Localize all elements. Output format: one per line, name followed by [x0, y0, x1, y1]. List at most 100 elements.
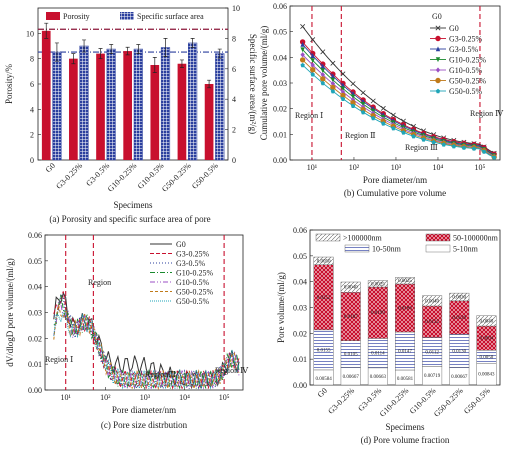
data-point [340, 82, 346, 88]
data-point [391, 125, 396, 131]
region-label: Region Ⅰ [295, 111, 323, 120]
legend-marker [435, 25, 441, 31]
segment-value-label: 0.0130 [452, 349, 466, 354]
segment-value-label: 0.0094 [480, 337, 494, 342]
y-tick-label: 0.00 [273, 156, 287, 165]
stacked-segment [367, 280, 388, 288]
porosity-error-bar [44, 22, 49, 39]
data-point [350, 103, 356, 108]
data-point [320, 68, 326, 74]
x-category-label: G50-0.25% [432, 386, 465, 419]
y-axis-title: Porosity/% [4, 64, 14, 105]
y-right-tick-label: 0 [232, 156, 236, 165]
x-tick-label: 10⁴ [179, 393, 190, 402]
legend-label: G50-0.5% [176, 297, 209, 306]
data-point [300, 52, 305, 58]
y-tick-label: 8 [30, 55, 34, 64]
segment-value-label: 0.0129 [452, 316, 466, 321]
y-axis-title: dV/dlogD pore volume/(ml/g) [5, 258, 15, 366]
x-category-label: G3-0.5% [356, 386, 383, 413]
data-point [340, 71, 346, 77]
series-line [53, 304, 240, 391]
legend-swatch-porosity [46, 12, 60, 20]
segment-value-label: 0.0155 [317, 348, 331, 353]
surface-area-bar [188, 42, 198, 161]
surface-area-error-bar [54, 42, 59, 62]
legend-label: G10-0.25% [449, 56, 486, 65]
y-tick-label: 0.03 [273, 79, 287, 88]
data-point [340, 86, 346, 92]
surface-area-bar [215, 53, 225, 161]
data-point [299, 57, 306, 63]
data-point [471, 146, 477, 151]
data-point [330, 73, 336, 79]
porosity-bar [123, 51, 132, 160]
y-axis-title: Pore volume/(ml/g) [276, 272, 286, 343]
data-point [310, 58, 315, 64]
segment-value-label: 0.00667 [343, 375, 360, 380]
porosity-bar [41, 30, 51, 160]
y-tick-label: 0.00 [293, 381, 307, 390]
y-tick-label: 0.00 [28, 386, 42, 395]
segment-value-label: 0.0199 [371, 311, 385, 316]
y-tick-label: 0.06 [28, 231, 42, 240]
segment-value-label: 0.00663 [370, 375, 387, 380]
y-right-tick-label: 10 [232, 4, 240, 13]
data-point [350, 94, 356, 100]
x-category-label: G50-0.5% [462, 386, 492, 416]
segment-value-label: 0.0025 [398, 279, 412, 284]
stacked-segment [422, 295, 443, 307]
x-category-label: G3-0.5% [84, 161, 111, 188]
y-tick-label: 0.03 [293, 304, 307, 313]
data-point [310, 67, 316, 73]
legend-label: G10-0.5% [449, 66, 482, 75]
porosity-error-bar [71, 53, 76, 65]
x-tick-label: 10² [100, 393, 111, 402]
data-point [481, 149, 487, 154]
y-right-tick-label: 2 [232, 126, 236, 135]
x-axis-title: Pore diameter/nm [363, 175, 427, 185]
data-point [330, 81, 336, 87]
panel-fraction: 0.00 0.01 0.02 0.03 0.04 0.05 0.06 0.00584 0.015… [276, 226, 501, 445]
segment-value-label: 0.00667 [451, 375, 468, 380]
segment-value-label: 0.00843 [478, 373, 495, 378]
data-point [310, 72, 315, 77]
porosity-bar [69, 58, 78, 160]
caption: (a) Porosity and specific surface area o… [49, 214, 210, 224]
stacked-segment [340, 281, 361, 293]
data-point [431, 139, 436, 145]
surface-area-bar [106, 48, 116, 161]
legend-label: G3-0.5% [176, 259, 205, 268]
porosity-error-bar [152, 57, 157, 73]
surface-area-error-bar [136, 44, 141, 54]
stacked-segment [313, 256, 334, 265]
legend-marker [435, 67, 441, 73]
y-right-axis-title: Specific surface area/(m²/g) [248, 34, 258, 134]
y-right-tick-label: 6 [232, 65, 236, 74]
legend-label: G0 [449, 24, 459, 33]
region-label: Region [88, 278, 111, 287]
legend-label: G0 [176, 240, 186, 249]
porosity-error-bar [125, 46, 130, 56]
data-point [360, 110, 366, 115]
surface-area-error-bar [82, 39, 87, 53]
data-point [380, 105, 386, 111]
region-label: Region Ⅱ [345, 131, 376, 140]
porosity-bar [204, 84, 214, 160]
legend-label: G3-0.25% [176, 250, 209, 259]
x-tick-label: 10¹ [61, 393, 72, 402]
y-tick-label: 0.01 [273, 130, 287, 139]
data-point [320, 76, 326, 82]
data-point [461, 145, 467, 150]
legend-label: 10-50nm [372, 245, 402, 254]
x-category-label: G3-0.25% [326, 386, 356, 416]
legend-marker [435, 77, 441, 84]
panel-cumulative: 0.00 0.01 0.02 0.03 0.04 0.05 0.06 10¹ 10² 10³ 10⁴… [259, 2, 504, 198]
x-axis-title: Specimens [114, 200, 153, 210]
segment-value-label: 0.0114 [371, 352, 385, 357]
x-category-label: G3-0.25% [54, 161, 84, 191]
legend-swatch [315, 233, 341, 242]
legend-label: G3-0.5% [449, 45, 478, 54]
region-label: Region Ⅳ [215, 366, 249, 375]
